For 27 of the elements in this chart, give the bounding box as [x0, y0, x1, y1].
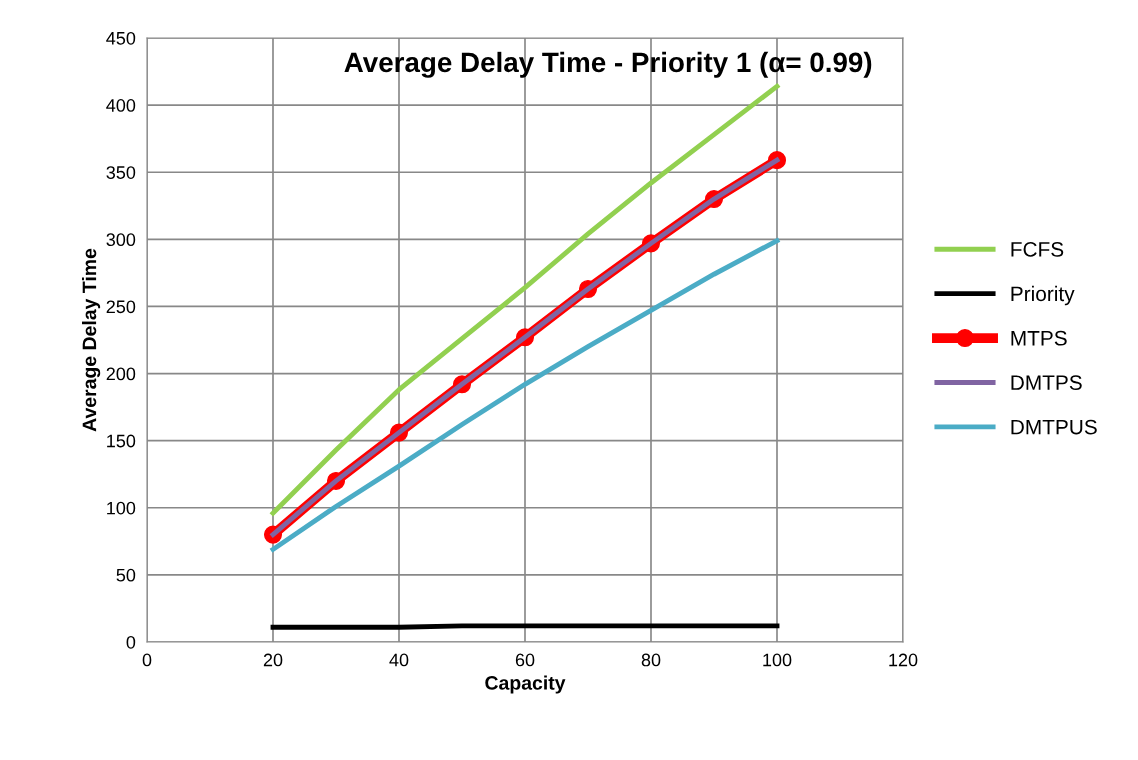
y-tick-label: 150 [107, 434, 136, 448]
x-tick-label: 100 [763, 653, 792, 667]
legend-label: FCFS [1011, 242, 1064, 257]
y-tick-label: 100 [107, 501, 136, 515]
chart-title: Average Delay Time - Priority 1 (α= 0.99) [344, 51, 872, 78]
y-axis-title: Average Delay Time [82, 248, 101, 432]
y-tick-label: 50 [116, 568, 136, 582]
line-series [270, 83, 780, 516]
x-tick-label: 20 [263, 653, 283, 667]
x-tick-label: 0 [142, 653, 152, 667]
legend-label: MTPS [1011, 330, 1067, 346]
y-tick-label: 400 [106, 99, 136, 112]
y-tick-label: 450 [106, 31, 136, 45]
legend-label: DMTPUS [1011, 419, 1097, 435]
y-tick-label: 250 [106, 300, 136, 314]
y-tick-label: 350 [106, 166, 136, 179]
y-tick-label: 300 [106, 233, 136, 247]
legend-label: Priority [1011, 285, 1075, 306]
line-series [270, 238, 780, 552]
legend-label: DMTPS [1011, 375, 1082, 391]
x-tick-label: 40 [389, 653, 409, 667]
y-tick-label: 0 [126, 635, 136, 649]
x-axis-title: Capacity [485, 675, 566, 694]
x-tick-label: 80 [641, 653, 661, 667]
x-tick-label: 60 [515, 653, 535, 667]
x-tick-label: 120 [889, 653, 918, 667]
y-tick-label: 200 [106, 367, 136, 381]
